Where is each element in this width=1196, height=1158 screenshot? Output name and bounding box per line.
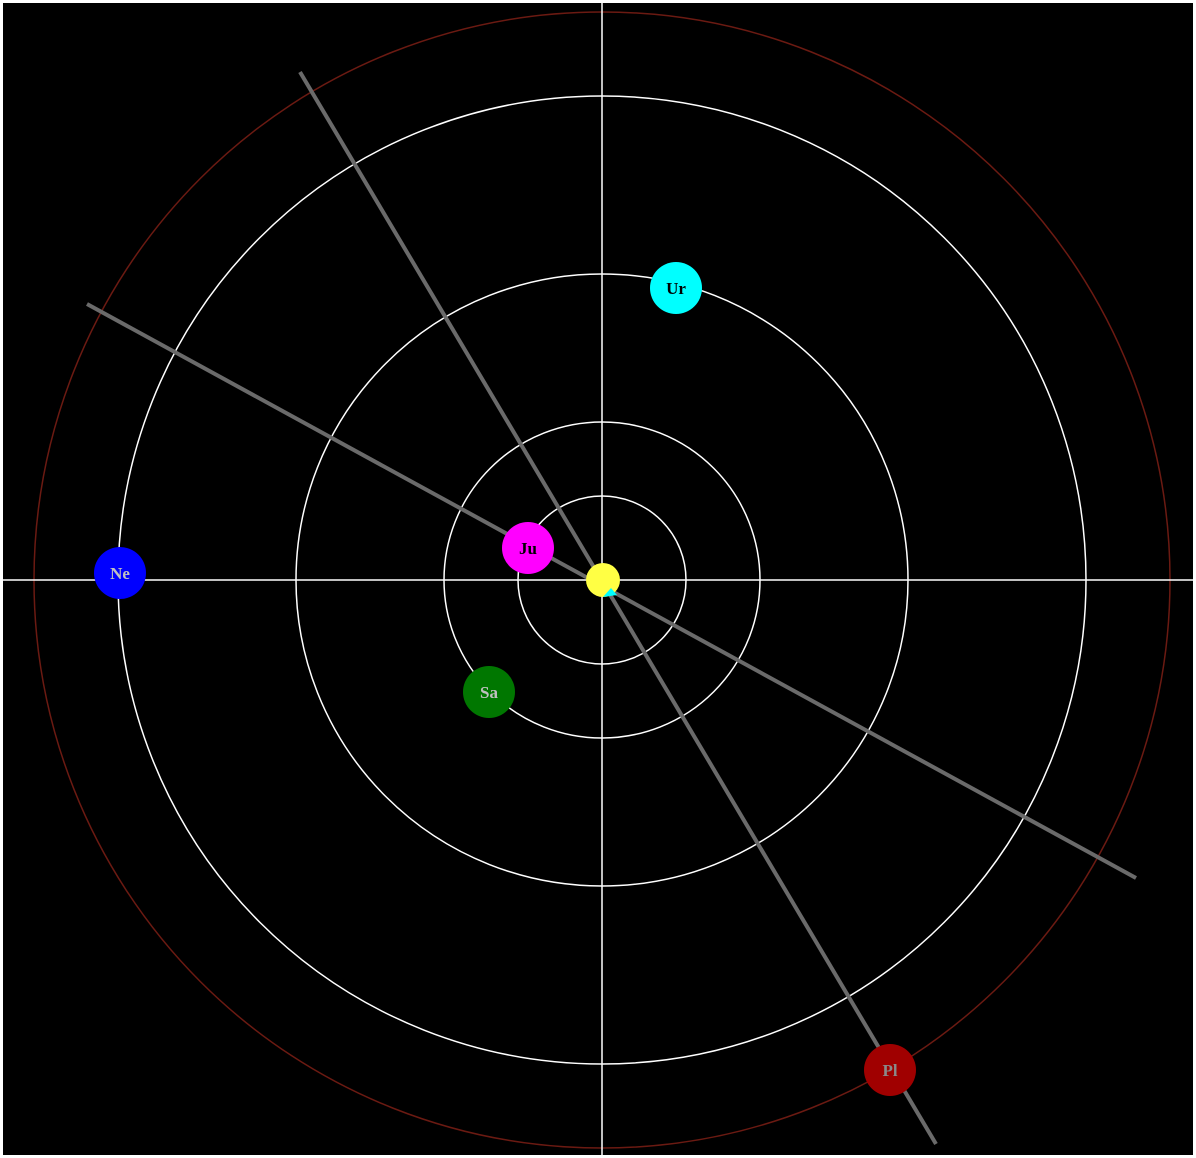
- pluto-label: Pl: [882, 1061, 897, 1080]
- planet-neptune: Ne: [94, 547, 146, 599]
- uranus-label: Ur: [666, 279, 686, 298]
- sun-disc: [586, 563, 620, 597]
- neptune-marker: [94, 547, 146, 599]
- sun: [586, 563, 620, 597]
- jupiter-label: Ju: [519, 539, 537, 558]
- saturn-label: Sa: [480, 683, 498, 702]
- uranus-marker: [650, 262, 702, 314]
- planet-saturn: Sa: [463, 666, 515, 718]
- pluto-marker: [864, 1044, 916, 1096]
- alignment-line-steep: [298, 70, 938, 1146]
- planet-jupiter: Ju: [502, 522, 554, 574]
- planet-pluto: Pl: [864, 1044, 916, 1096]
- sun-notch: [603, 588, 617, 597]
- saturn-marker: [463, 666, 515, 718]
- jupiter-marker: [502, 522, 554, 574]
- neptune-label: Ne: [110, 564, 130, 583]
- planet-uranus: Ur: [650, 262, 702, 314]
